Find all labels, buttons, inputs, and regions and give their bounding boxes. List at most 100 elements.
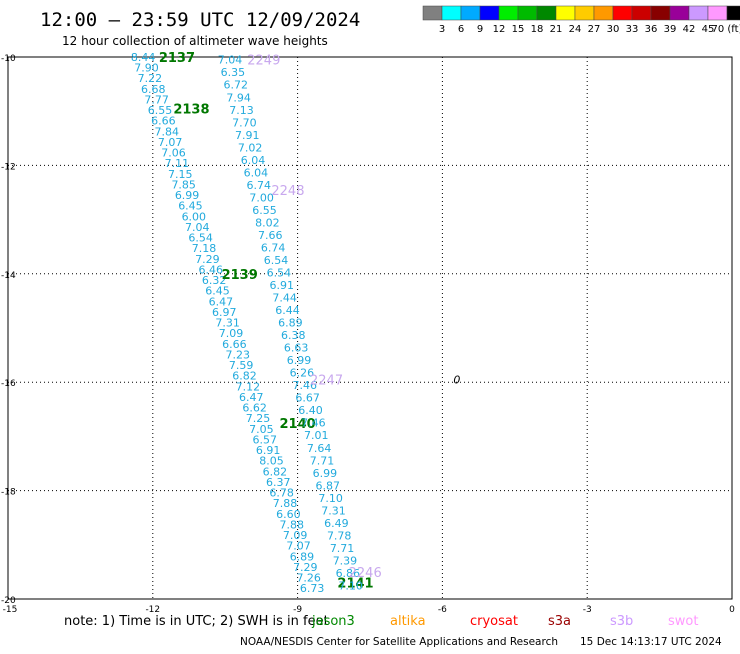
data-value-label: 6.44 bbox=[275, 304, 300, 317]
colorbar-swatch bbox=[612, 5, 633, 21]
x-tick-label: -9 bbox=[293, 605, 302, 615]
data-value-label: 7.07 bbox=[286, 540, 311, 553]
data-value-label: 7.25 bbox=[246, 412, 271, 425]
data-value-label: 6.89 bbox=[278, 317, 303, 330]
data-value-label: 6.99 bbox=[287, 354, 312, 367]
colorbar-label: 18 bbox=[531, 24, 544, 35]
colorbar-label: 33 bbox=[626, 24, 639, 35]
colorbar-label: 6 bbox=[458, 24, 464, 35]
data-value-label: 6.46 bbox=[198, 263, 223, 276]
data-value-label: 6.82 bbox=[232, 370, 257, 383]
note-text: note: 1) Time is in UTC; 2) SWH is in fe… bbox=[64, 614, 329, 629]
data-value-label: 7.04 bbox=[218, 54, 243, 67]
data-value-label: 6.55 bbox=[252, 204, 277, 217]
data-value-label: 7.26 bbox=[296, 572, 321, 585]
data-value-label: 7.12 bbox=[236, 380, 261, 393]
legend-altika: altika bbox=[390, 614, 426, 629]
data-value-label: 7.91 bbox=[235, 129, 260, 142]
colorbar-swatch bbox=[498, 5, 519, 21]
data-value-label: 6.86 bbox=[336, 567, 361, 580]
data-value-label: 6.82 bbox=[263, 465, 288, 478]
data-value-label: 6.47 bbox=[209, 295, 234, 308]
data-value-label: 7.02 bbox=[238, 141, 263, 154]
data-value-label: 7.09 bbox=[219, 327, 244, 340]
x-tick-label: -6 bbox=[438, 605, 447, 615]
y-tick-label: -16 bbox=[1, 379, 16, 389]
y-tick-label: -20 bbox=[1, 596, 16, 606]
colorbar-label: 30 bbox=[607, 24, 620, 35]
data-value-label: 7.31 bbox=[321, 504, 346, 517]
plot-area: -15 -12 -9 -6 -3 0-10-12-14-16-18-208.447.907… bbox=[1, 51, 735, 615]
colorbar-swatch bbox=[669, 5, 690, 21]
colorbar-label: 39 bbox=[664, 24, 677, 35]
y-tick-label: -14 bbox=[1, 271, 16, 281]
data-value-label: 6.68 bbox=[141, 83, 166, 96]
pass-time-label: 2249 bbox=[247, 54, 280, 69]
data-value-label: 7.04 bbox=[185, 221, 210, 234]
data-value-label: 6.04 bbox=[244, 166, 269, 179]
data-value-label: 7.71 bbox=[310, 454, 335, 467]
data-value-label: 7.09 bbox=[283, 529, 308, 542]
data-value-label: 6.66 bbox=[222, 338, 247, 351]
data-value-label: 6.04 bbox=[241, 154, 266, 167]
data-value-label: 7.88 bbox=[280, 518, 305, 531]
pass-time-label: 2139 bbox=[222, 268, 258, 283]
colorbar-label: 27 bbox=[588, 24, 601, 35]
colorbar-swatch bbox=[536, 5, 557, 21]
data-value-label: 6.74 bbox=[261, 241, 286, 254]
data-value-label: 7.31 bbox=[215, 317, 240, 330]
pass-time-label: 2140 bbox=[280, 417, 316, 432]
data-value-label: 6.99 bbox=[175, 189, 200, 202]
legend-s3a: s3a bbox=[548, 614, 571, 629]
data-value-label: 7.77 bbox=[144, 93, 169, 106]
data-value-label: 6.57 bbox=[253, 433, 278, 446]
colorbar-label: 70 (ft) bbox=[712, 24, 740, 35]
data-value-label: 7.06 bbox=[161, 147, 186, 160]
data-value-label: 6.47 bbox=[239, 391, 264, 404]
data-value-label: 6.87 bbox=[315, 479, 340, 492]
data-value-label: 7.78 bbox=[327, 529, 352, 542]
data-value-label: 6.55 bbox=[148, 104, 173, 117]
data-value-label: 7.64 bbox=[307, 442, 332, 455]
data-value-label: 6.67 bbox=[295, 392, 320, 405]
data-value-label: 6.40 bbox=[298, 404, 323, 417]
chart-title: 12:00 — 23:59 UTC 12/09/2024 bbox=[40, 9, 360, 31]
data-value-label: 6.60 bbox=[276, 508, 301, 521]
colorbar-swatch bbox=[726, 5, 740, 21]
colorbar-label: 36 bbox=[645, 24, 658, 35]
pass-time-label: 2141 bbox=[337, 577, 373, 592]
colorbar-swatch bbox=[574, 5, 595, 21]
data-value-label: 7.94 bbox=[226, 91, 251, 104]
data-value-label: 6.00 bbox=[182, 210, 207, 223]
data-value-label: 7.84 bbox=[155, 125, 180, 138]
pass-time-label: 2248 bbox=[271, 184, 304, 199]
colorbar-swatch bbox=[441, 5, 462, 21]
colorbar-swatch bbox=[460, 5, 481, 21]
plot-frame bbox=[7, 56, 733, 600]
data-value-label: 7.01 bbox=[304, 429, 329, 442]
colorbar-swatch bbox=[707, 5, 728, 21]
colorbar-swatch bbox=[517, 5, 538, 21]
data-value-label: 7.39 bbox=[333, 554, 358, 567]
data-value-label: 6.54 bbox=[264, 254, 289, 267]
x-tick-label: -12 bbox=[145, 605, 160, 615]
data-value-label: 6.45 bbox=[178, 200, 203, 213]
data-value-label: 7.00 bbox=[249, 191, 274, 204]
data-value-label: 6.49 bbox=[324, 517, 349, 530]
legend-cryosat: cryosat bbox=[470, 614, 518, 629]
data-value-label: 6.26 bbox=[290, 367, 315, 380]
data-value-label: 7.70 bbox=[232, 116, 257, 129]
colorbar-label: 15 bbox=[512, 24, 525, 35]
chart-subtitle: 12 hour collection of altimeter wave hei… bbox=[62, 34, 328, 48]
data-value-label: 6.35 bbox=[221, 66, 246, 79]
data-value-label: 6.91 bbox=[256, 444, 281, 457]
x-tick-label: -3 bbox=[583, 605, 592, 615]
colorbar-swatch bbox=[593, 5, 614, 21]
colorbar-label: 24 bbox=[569, 24, 582, 35]
data-value-label: 6.45 bbox=[205, 285, 230, 298]
data-value-label: 6.63 bbox=[284, 342, 309, 355]
colorbar-swatch bbox=[479, 5, 500, 21]
